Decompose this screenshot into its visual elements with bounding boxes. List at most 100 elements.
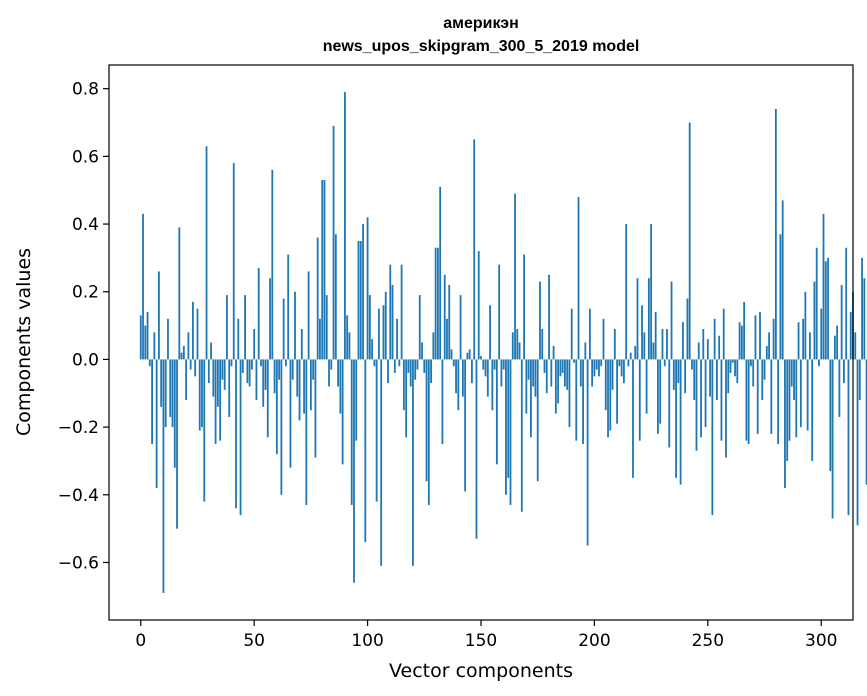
bar: [448, 284, 451, 360]
bar: [595, 359, 598, 370]
bar: [205, 146, 208, 360]
bar: [620, 359, 623, 377]
bar: [164, 359, 167, 428]
y-axis-ticks: −0.6 −0.4 −0.2 0.0 0.2 0.4 0.6 0.8: [58, 80, 109, 573]
bar: [241, 359, 244, 373]
bar: [230, 359, 233, 367]
bar: [484, 359, 487, 377]
bar: [745, 359, 748, 441]
bar: [790, 359, 793, 387]
y-tick-label: 0.2: [72, 283, 99, 303]
bar: [772, 318, 775, 360]
bar: [843, 359, 845, 384]
bar: [169, 359, 172, 417]
bar: [593, 359, 596, 377]
x-tick-label: 150: [465, 631, 497, 651]
bar: [158, 271, 160, 360]
bar: [722, 308, 725, 360]
bar: [382, 305, 385, 360]
bar: [761, 359, 764, 401]
bar: [520, 359, 523, 512]
bar: [461, 359, 464, 397]
bar: [609, 359, 612, 431]
bar: [423, 359, 426, 373]
bar: [586, 359, 589, 546]
bar: [486, 359, 489, 397]
bar: [847, 359, 850, 516]
bar: [657, 359, 659, 434]
bar: [409, 359, 412, 387]
bar: [189, 359, 192, 370]
bar: [833, 335, 836, 360]
bar: [514, 193, 516, 360]
bar: [371, 339, 374, 360]
bar: [142, 213, 144, 360]
bar: [194, 359, 197, 377]
bar: [296, 359, 299, 397]
bar: [661, 328, 664, 360]
bar: [756, 359, 759, 434]
bar: [727, 359, 730, 394]
bar: [548, 274, 550, 360]
x-tick-label: 300: [805, 631, 837, 651]
bar: [545, 359, 548, 394]
bar: [752, 359, 755, 387]
bar: [178, 227, 181, 360]
x-tick-label: 50: [243, 631, 265, 651]
bar: [568, 359, 571, 428]
bar: [616, 359, 618, 424]
bar: [294, 291, 296, 360]
bar: [747, 359, 750, 445]
bar: [795, 359, 798, 438]
bar: [455, 359, 457, 394]
bar: [813, 281, 816, 360]
bar: [421, 342, 423, 360]
bar: [799, 359, 802, 428]
bar: [797, 322, 800, 360]
bar: [176, 359, 178, 529]
bar: [389, 264, 392, 360]
bar: [482, 359, 485, 370]
bar: [672, 359, 675, 390]
bar: [804, 291, 807, 360]
bar: [262, 359, 265, 407]
bar: [332, 125, 335, 360]
bar: [827, 257, 829, 360]
bar: [641, 305, 643, 360]
bar: [207, 359, 210, 384]
chart-subtitle: news_upos_skipgram_300_5_2019 model: [323, 38, 640, 55]
bar: [811, 359, 814, 461]
bar: [439, 186, 442, 360]
bar: [287, 254, 290, 360]
bar: [452, 359, 455, 367]
bar: [271, 169, 274, 360]
bar: [232, 163, 235, 360]
bar: [765, 345, 768, 360]
bar: [355, 359, 358, 441]
bar: [809, 332, 811, 360]
x-axis-label: Vector components: [389, 660, 573, 682]
bar: [566, 359, 569, 390]
y-tick-label: 0.8: [72, 80, 99, 100]
bar: [845, 247, 848, 360]
bar: [362, 224, 364, 360]
bar: [623, 359, 625, 384]
bar: [180, 352, 183, 360]
bar: [368, 295, 371, 360]
bar: [863, 278, 866, 360]
y-tick-label: 0.6: [72, 147, 99, 167]
bar: [357, 240, 360, 360]
y-tick-label: 0.4: [72, 215, 99, 235]
bar: [219, 359, 222, 441]
bar: [627, 359, 630, 367]
bar: [634, 345, 637, 360]
bar: [237, 318, 240, 360]
bar: [291, 359, 294, 380]
bar: [591, 359, 594, 387]
bar: [334, 234, 337, 360]
bar: [402, 359, 405, 411]
bar: [686, 298, 689, 360]
bar: [457, 359, 460, 411]
bar: [820, 308, 823, 360]
bar: [688, 122, 691, 360]
